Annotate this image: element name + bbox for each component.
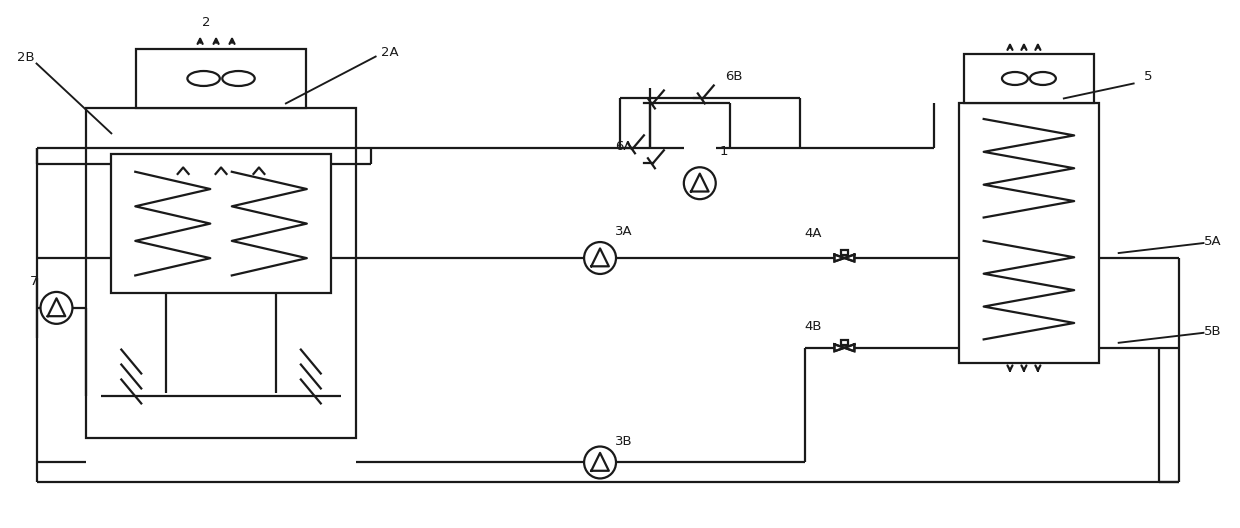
Text: 3A: 3A xyxy=(615,225,632,238)
Bar xyxy=(87,108,356,438)
Ellipse shape xyxy=(222,71,254,86)
Text: 6B: 6B xyxy=(724,70,743,83)
Circle shape xyxy=(41,292,72,324)
Bar xyxy=(112,155,331,293)
Text: 2B: 2B xyxy=(16,51,35,63)
Text: 4B: 4B xyxy=(805,320,822,333)
Bar xyxy=(959,103,1099,363)
Text: 6A: 6A xyxy=(615,140,632,153)
Circle shape xyxy=(584,242,616,274)
Text: 3B: 3B xyxy=(615,435,632,448)
Text: 4A: 4A xyxy=(805,227,822,240)
Text: 2A: 2A xyxy=(381,45,398,59)
Polygon shape xyxy=(835,344,844,351)
Bar xyxy=(136,49,306,108)
Polygon shape xyxy=(835,254,844,261)
Text: 2: 2 xyxy=(202,16,211,29)
Ellipse shape xyxy=(1030,72,1055,85)
Circle shape xyxy=(584,447,616,478)
Text: 5B: 5B xyxy=(1204,325,1221,338)
Ellipse shape xyxy=(1002,72,1028,85)
Circle shape xyxy=(683,167,715,199)
Ellipse shape xyxy=(187,71,219,86)
Polygon shape xyxy=(844,254,854,261)
Text: 5A: 5A xyxy=(1204,235,1221,248)
Bar xyxy=(841,250,848,255)
Polygon shape xyxy=(844,344,854,351)
Text: 5: 5 xyxy=(1143,70,1152,83)
Bar xyxy=(841,340,848,345)
Text: 1: 1 xyxy=(719,145,728,158)
Text: 7: 7 xyxy=(30,275,38,288)
Bar xyxy=(963,53,1094,103)
